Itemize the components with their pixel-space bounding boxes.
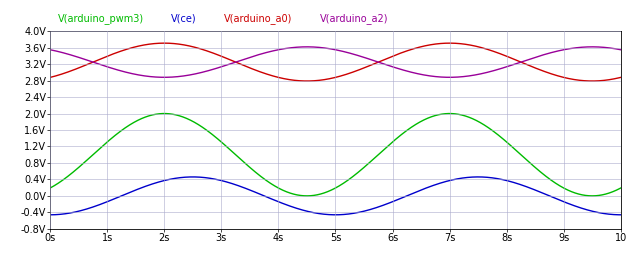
V(ce): [617, 213, 624, 216]
V(arduino_a2): [150, 75, 157, 79]
V(ce): [189, 176, 197, 179]
V(arduino_pwm3): [265, 180, 272, 183]
V(ce): [418, 188, 425, 191]
V(arduino_a2): [617, 48, 624, 51]
V(ce): [389, 200, 396, 203]
Line: V(arduino_a0): V(arduino_a0): [50, 43, 621, 81]
V(arduino_a2): [265, 50, 272, 54]
V(ce): [265, 196, 272, 199]
V(ce): [46, 213, 54, 216]
Line: V(ce): V(ce): [50, 177, 621, 215]
V(arduino_a2): [161, 76, 168, 79]
V(arduino_pwm3): [588, 194, 596, 197]
V(ce): [515, 183, 523, 186]
V(arduino_a0): [588, 80, 596, 83]
V(arduino_a2): [515, 61, 523, 64]
Legend: V(arduino_pwm3), V(ce), V(arduino_a0), V(arduino_a2): V(arduino_pwm3), V(ce), V(arduino_a0), V…: [55, 14, 388, 24]
V(arduino_a2): [588, 45, 596, 48]
V(arduino_a0): [472, 45, 480, 48]
V(arduino_a0): [418, 45, 425, 48]
V(arduino_pwm3): [515, 152, 523, 155]
V(arduino_a0): [515, 60, 523, 63]
V(ce): [472, 176, 480, 179]
V(arduino_a0): [46, 76, 54, 79]
V(arduino_a0): [161, 42, 168, 45]
V(arduino_pwm3): [150, 113, 157, 116]
Line: V(arduino_a2): V(arduino_a2): [50, 47, 621, 77]
V(arduino_a2): [46, 48, 54, 51]
V(arduino_a2): [418, 73, 425, 76]
V(arduino_pwm3): [161, 112, 168, 115]
V(arduino_a2): [389, 65, 396, 68]
V(arduino_pwm3): [46, 186, 54, 190]
V(arduino_pwm3): [617, 186, 624, 190]
Line: V(arduino_pwm3): V(arduino_pwm3): [50, 114, 621, 196]
V(arduino_a0): [265, 73, 272, 76]
V(arduino_a0): [150, 42, 157, 45]
V(ce): [150, 182, 157, 185]
V(arduino_pwm3): [472, 119, 480, 122]
V(arduino_a2): [472, 73, 480, 76]
V(arduino_a0): [389, 55, 396, 58]
V(arduino_a0): [617, 76, 624, 79]
V(arduino_pwm3): [418, 120, 425, 123]
V(arduino_pwm3): [389, 140, 396, 144]
